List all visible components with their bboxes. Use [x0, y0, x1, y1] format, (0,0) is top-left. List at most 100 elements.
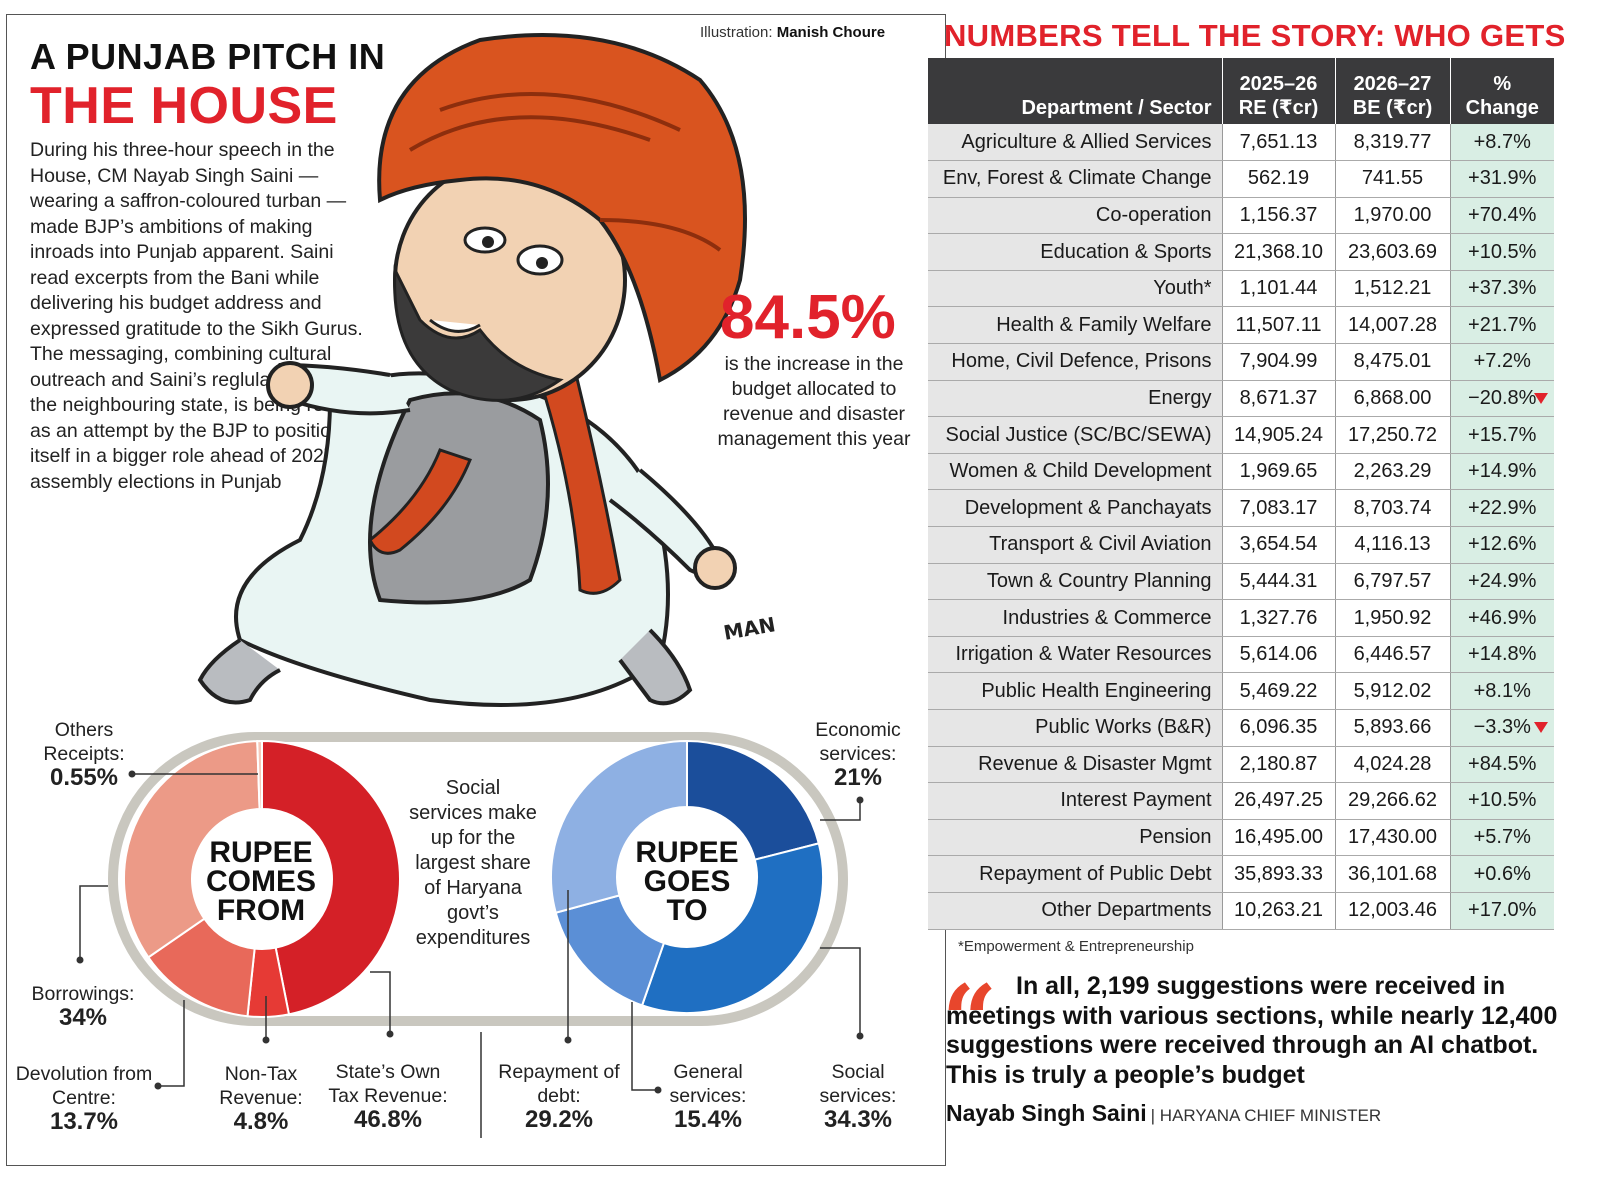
cell-chg: +15.7% [1449, 416, 1554, 454]
cell-be: 1,512.21 [1334, 270, 1450, 308]
headline-line-2: THE HOUSE [30, 77, 338, 135]
cell-chg: +8.7% [1449, 124, 1554, 162]
cell-dept: Youth* [928, 270, 1222, 308]
cell-re: 35,893.33 [1221, 855, 1335, 893]
cell-chg: +14.8% [1449, 636, 1554, 674]
cell-be: 5,912.02 [1334, 672, 1450, 710]
cell-dept: Development & Panchayats [928, 489, 1222, 528]
cell-chg: +22.9% [1449, 489, 1554, 528]
label-repayment: Repayment of debt: 29.2% [498, 1061, 620, 1133]
quote-author: Nayab Singh Saini [946, 1100, 1147, 1126]
cell-re: 8,671.37 [1221, 380, 1335, 418]
cell-re: 1,156.37 [1221, 197, 1335, 235]
table-row: Youth* 1,101.44 1,512.21 +37.3% [928, 270, 1554, 308]
cell-dept: Education & Sports [928, 233, 1222, 271]
cell-re: 26,497.25 [1221, 782, 1335, 820]
label-borrowings: Borrowings: 34% [31, 983, 135, 1031]
col-header-line-2: BE (₹cr) [1352, 97, 1433, 119]
col-header-re: 2025–26 RE (₹cr) [1221, 58, 1335, 124]
cell-dept: Public Works (B&R) [928, 709, 1222, 747]
cell-be: 6,868.00 [1334, 380, 1450, 418]
cartoon-vest [368, 391, 550, 605]
donut-slice-others-receipts [256, 739, 263, 811]
cell-chg: +7.2% [1449, 343, 1554, 381]
bottom-divider [480, 1032, 482, 1138]
cell-dept: Industries & Commerce [928, 599, 1222, 637]
table-row: Repayment of Public Debt 35,893.33 36,101.… [928, 855, 1554, 893]
highlight-value: 84.5% [720, 283, 896, 352]
cell-be: 6,446.57 [1334, 636, 1450, 674]
cell-chg: −3.3% [1449, 709, 1554, 747]
label-own-tax: State’s Own Tax Revenue: 46.8% [328, 1061, 448, 1133]
cell-dept: Interest Payment [928, 782, 1222, 820]
cell-dept: Health & Family Welfare [928, 306, 1222, 345]
cell-be: 8,319.77 [1334, 124, 1450, 162]
cartoon-illustration: MAN [197, 33, 777, 707]
cell-re: 5,469.22 [1221, 672, 1335, 710]
table-row: Health & Family Welfare 11,507.11 14,007.2… [928, 306, 1554, 345]
donut-slice-repayment-of-debt [550, 739, 688, 914]
cell-be: 1,970.00 [1334, 197, 1450, 235]
cell-chg: +21.7% [1449, 306, 1554, 345]
cell-be: 17,430.00 [1334, 819, 1450, 857]
rupee-comes-from-donut [123, 739, 401, 1018]
cell-chg: −20.8% [1449, 380, 1554, 418]
cartoon-fist-right [693, 546, 737, 590]
cell-be: 17,250.72 [1334, 416, 1450, 454]
label-devolution: Devolution from Centre: 13.7% [15, 1063, 153, 1135]
intro-paragraph: During his three-hour speech in the Hous… [30, 139, 363, 493]
cartoon-pupil-left [482, 236, 494, 248]
cell-be: 14,007.28 [1334, 306, 1450, 345]
cell-chg: +12.6% [1449, 526, 1554, 564]
cell-chg: +8.1% [1449, 672, 1554, 710]
cell-re: 6,096.35 [1221, 709, 1335, 747]
cell-dept: Env, Forest & Climate Change [928, 160, 1222, 198]
cell-dept: Agriculture & Allied Services [928, 124, 1222, 162]
quote-icon: “ [942, 964, 998, 1077]
cell-re: 562.19 [1221, 160, 1335, 198]
cell-chg: +70.4% [1449, 197, 1554, 235]
cartoon-beard [393, 264, 564, 402]
cell-dept: Energy [928, 380, 1222, 418]
quote-role: | HARYANA CHIEF MINISTER [1150, 1106, 1382, 1125]
cell-re: 5,614.06 [1221, 636, 1335, 674]
col-header-dept: Department / Sector [928, 58, 1222, 124]
table-row: Public Health Engineering 5,469.22 5,912.0… [928, 672, 1554, 710]
cell-dept: Home, Civil Defence, Prisons [928, 343, 1222, 381]
cell-chg: +37.3% [1449, 270, 1554, 308]
leader-economic [820, 800, 861, 821]
table-row: Development & Panchayats 7,083.17 8,703.74… [928, 489, 1554, 528]
table-row: Co-operation 1,156.37 1,970.00 +70.4% [928, 197, 1554, 235]
col-header-line-1: 2025–26 [1239, 73, 1318, 95]
budget-table: Department / Sector 2025–26 RE (₹cr) 2026… [928, 58, 1554, 930]
illustration-credit: Illustration: Manish Choure [700, 24, 886, 41]
quote-text: In all, 2,199 suggestions were received … [946, 972, 1558, 1089]
cell-be: 2,263.29 [1334, 453, 1450, 491]
cell-re: 16,495.00 [1221, 819, 1335, 857]
cartoon-leg-right [618, 628, 693, 706]
cell-dept: Co-operation [928, 197, 1222, 235]
table-row: Women & Child Development 1,969.65 2,263.2… [928, 453, 1554, 491]
cartoon-turban [377, 33, 747, 383]
donut-slice-borrowings [123, 740, 261, 959]
table-row: Town & Country Planning 5,444.31 6,797.57 +… [928, 563, 1554, 601]
cell-dept: Pension [928, 819, 1222, 857]
social-services-note: Social services make up for the largest … [409, 777, 537, 949]
cell-chg: +10.5% [1449, 233, 1554, 271]
table-row: Industries & Commerce 1,327.76 1,950.92 +46… [928, 599, 1554, 637]
col-header-change: % Change [1449, 58, 1554, 124]
cell-dept: Other Departments [928, 892, 1222, 930]
cell-re: 7,904.99 [1221, 343, 1335, 381]
cell-re: 21,368.10 [1221, 233, 1335, 271]
cell-re: 1,969.65 [1221, 453, 1335, 491]
down-arrow-icon [1534, 392, 1548, 404]
table-row: Home, Civil Defence, Prisons 7,904.99 8,47… [928, 343, 1554, 381]
cell-be: 36,101.68 [1334, 855, 1450, 893]
label-economic: Economic services: 21% [815, 719, 901, 791]
table-row: Agriculture & Allied Services 7,651.13 8,3… [928, 124, 1554, 162]
cartoon-pupil-right [536, 257, 548, 269]
cell-be: 8,703.74 [1334, 489, 1450, 528]
rupee-goes-to-center: RUPEE GOES TO [635, 836, 739, 927]
label-general: General services: 15.4% [669, 1061, 747, 1133]
table-row: Public Works (B&R) 6,096.35 5,893.66 −3.3% [928, 709, 1554, 747]
